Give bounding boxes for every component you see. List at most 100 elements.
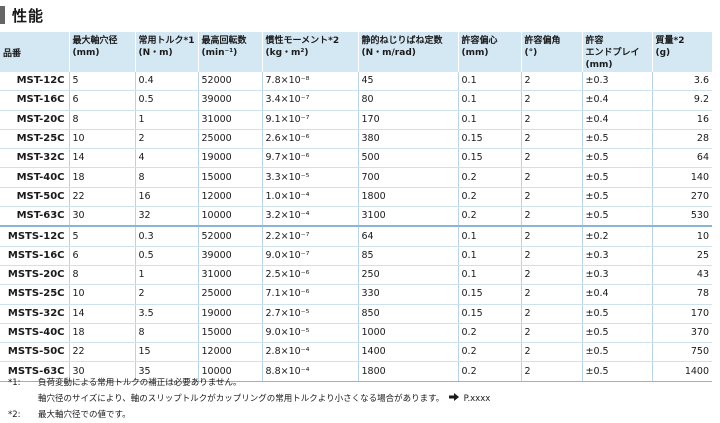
- cell-end-play: ±0.5: [581, 323, 652, 344]
- header-part-number: 品番: [3, 48, 22, 59]
- header-mass: 質量*2 (g): [651, 32, 712, 72]
- cell-max-speed: 25000: [197, 129, 262, 150]
- header-angular-misalignment: 許容偏角 (°): [520, 32, 582, 72]
- table-row: MST-32C 14 4 19000 9.7×10⁻⁶ 500 0.15 2 ±0.5 64: [0, 148, 712, 169]
- cell-max-speed: 52000: [197, 225, 262, 247]
- cell-rated-torque: 35: [134, 361, 198, 382]
- cell-end-play: ±0.3: [581, 265, 652, 286]
- arrow-right-icon: [448, 391, 459, 407]
- cell-inertia: 2.2×10⁻⁷: [261, 225, 358, 247]
- table-row: MST-20C 8 1 31000 9.1×10⁻⁷ 170 0.1 2 ±0.4 16: [0, 110, 712, 130]
- cell-rated-torque: 8: [134, 167, 198, 188]
- cell-max-bore: 30: [68, 361, 135, 382]
- footnote-1-text: 負荷変動による常用トルクの補正は必要ありません。: [38, 378, 242, 388]
- cell-rated-torque: 4: [134, 148, 198, 169]
- table-row: MSTS-63C 30 35 10000 8.8×10⁻⁴ 1800 0.2 2 ±0.5 140…: [0, 361, 712, 382]
- cell-part-number: MSTS-32C: [0, 304, 69, 324]
- cell-mass: 1400: [651, 361, 712, 382]
- cell-end-play: ±0.5: [581, 342, 652, 363]
- section-marker: [0, 6, 5, 24]
- cell-torsional-stiffness: 80: [357, 90, 458, 111]
- section-title: 性能: [12, 6, 45, 25]
- cell-max-speed: 15000: [197, 167, 262, 188]
- table-row: MSTS-12C 5 0.3 52000 2.2×10⁻⁷ 64 0.1 2 ±0.2 10: [0, 225, 712, 247]
- cell-mass: 370: [651, 323, 712, 344]
- cell-inertia: 3.3×10⁻⁵: [261, 167, 358, 188]
- performance-table: 品番 最大軸穴径 (mm) 常用トルク*1 (N・m) 最高回転数 (min⁻¹…: [0, 32, 712, 382]
- cell-inertia: 9.7×10⁻⁶: [261, 148, 358, 169]
- cell-part-number: MST-40C: [0, 167, 69, 188]
- cell-max-speed: 10000: [197, 361, 262, 382]
- cell-part-number: MST-12C: [0, 72, 69, 92]
- cell-rated-torque: 3.5: [134, 304, 198, 324]
- footnote-1: *1: 負荷変動による常用トルクの補正は必要ありません。: [8, 375, 490, 391]
- cell-rated-torque: 2: [134, 284, 198, 305]
- cell-torsional-stiffness: 64: [357, 225, 458, 247]
- cell-torsional-stiffness: 380: [357, 129, 458, 150]
- cell-torsional-stiffness: 170: [357, 110, 458, 130]
- cell-angular-misalignment: 2: [520, 110, 582, 130]
- table-row: MSTS-32C 14 3.5 19000 2.7×10⁻⁵ 850 0.15 2 ±0.5 17…: [0, 304, 712, 324]
- cell-misalignment: 0.2: [457, 206, 521, 227]
- cell-rated-torque: 8: [134, 323, 198, 344]
- table-body: MST-12C 5 0.4 52000 7.8×10⁻⁸ 45 0.1 2 ±0.3 3.6 MST…: [0, 72, 712, 382]
- cell-part-number: MST-25C: [0, 129, 69, 150]
- cell-angular-misalignment: 2: [520, 361, 582, 382]
- cell-part-number: MST-63C: [0, 206, 69, 227]
- cell-rated-torque: 0.5: [134, 246, 198, 266]
- cell-misalignment: 0.2: [457, 361, 521, 382]
- cell-torsional-stiffness: 1000: [357, 323, 458, 344]
- cell-max-bore: 6: [68, 246, 135, 266]
- cell-inertia: 2.8×10⁻⁴: [261, 342, 358, 363]
- cell-end-play: ±0.5: [581, 304, 652, 324]
- cell-inertia: 9.1×10⁻⁷: [261, 110, 358, 130]
- table-row: MSTS-20C 8 1 31000 2.5×10⁻⁶ 250 0.1 2 ±0.3 43: [0, 265, 712, 286]
- cell-angular-misalignment: 2: [520, 323, 582, 344]
- page-reference-link[interactable]: P.xxxx: [463, 394, 491, 404]
- cell-torsional-stiffness: 500: [357, 148, 458, 169]
- cell-max-speed: 15000: [197, 323, 262, 344]
- table-row: MST-16C 6 0.5 39000 3.4×10⁻⁷ 80 0.1 2 ±0.4 9.2: [0, 90, 712, 111]
- cell-mass: 170: [651, 304, 712, 324]
- cell-misalignment: 0.15: [457, 129, 521, 150]
- cell-inertia: 9.0×10⁻⁵: [261, 323, 358, 344]
- cell-max-speed: 10000: [197, 206, 262, 227]
- cell-part-number: MST-32C: [0, 148, 69, 169]
- cell-end-play: ±0.4: [581, 110, 652, 130]
- cell-mass: 43: [651, 265, 712, 286]
- cell-max-speed: 39000: [197, 246, 262, 266]
- cell-max-bore: 6: [68, 90, 135, 111]
- cell-mass: 28: [651, 129, 712, 150]
- cell-misalignment: 0.15: [457, 304, 521, 324]
- cell-max-speed: 31000: [197, 265, 262, 286]
- cell-angular-misalignment: 2: [520, 129, 582, 150]
- cell-max-bore: 22: [68, 187, 135, 208]
- cell-end-play: ±0.3: [581, 246, 652, 266]
- cell-max-speed: 19000: [197, 148, 262, 169]
- cell-angular-misalignment: 2: [520, 72, 582, 92]
- cell-part-number: MSTS-20C: [0, 265, 69, 286]
- cell-torsional-stiffness: 700: [357, 167, 458, 188]
- header-max-bore: 最大軸穴径 (mm): [68, 32, 135, 72]
- footnote-1-detail: 軸穴径のサイズにより、軸のスリップトルクがカップリングの常用トルクより小さくなる…: [8, 391, 490, 407]
- cell-end-play: ±0.3: [581, 72, 652, 92]
- cell-misalignment: 0.2: [457, 323, 521, 344]
- cell-inertia: 2.5×10⁻⁶: [261, 265, 358, 286]
- cell-end-play: ±0.4: [581, 90, 652, 111]
- footnotes: *1: 負荷変動による常用トルクの補正は必要ありません。 軸穴径のサイズにより、…: [8, 375, 490, 423]
- cell-end-play: ±0.5: [581, 361, 652, 382]
- cell-max-bore: 18: [68, 167, 135, 188]
- cell-mass: 140: [651, 167, 712, 188]
- cell-max-speed: 39000: [197, 90, 262, 111]
- cell-end-play: ±0.5: [581, 187, 652, 208]
- cell-rated-torque: 2: [134, 129, 198, 150]
- footnote-1-mark: *1:: [8, 378, 21, 388]
- table-row: MST-25C 10 2 25000 2.6×10⁻⁶ 380 0.15 2 ±0.5 28: [0, 129, 712, 150]
- header-misalignment: 許容偏心 (mm): [457, 32, 521, 72]
- cell-end-play: ±0.5: [581, 148, 652, 169]
- section-header: 性能: [0, 4, 44, 26]
- cell-max-speed: 25000: [197, 284, 262, 305]
- cell-angular-misalignment: 2: [520, 246, 582, 266]
- header-torsional-stiffness: 静的ねじりばね定数 (N・m/rad): [357, 32, 458, 72]
- cell-rated-torque: 0.3: [134, 225, 198, 247]
